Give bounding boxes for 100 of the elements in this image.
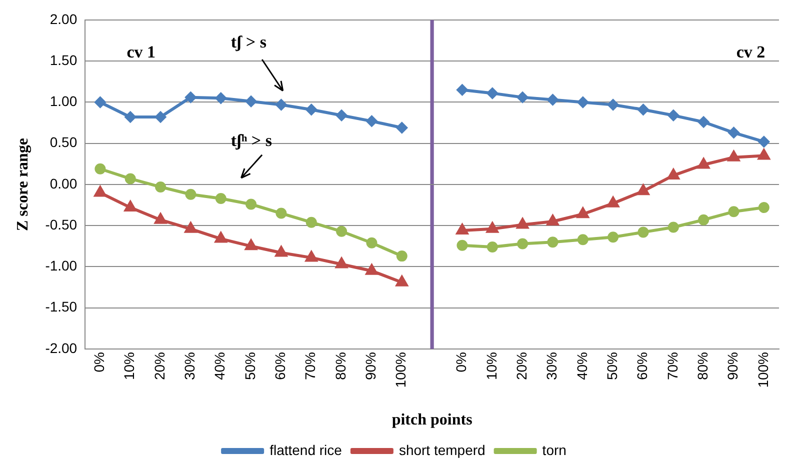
point xyxy=(607,196,619,208)
y-tick-label: -1.50 xyxy=(45,298,78,315)
annotation: tʃʰ > s xyxy=(230,131,272,150)
x-tick-label: 30% xyxy=(544,352,560,380)
x-tick-label: 0% xyxy=(453,352,470,372)
y-tick-label: 0.00 xyxy=(50,175,78,192)
point xyxy=(608,99,619,110)
x-tick-label: 0% xyxy=(91,352,108,372)
x-axis-title: pitch points xyxy=(392,412,472,429)
point xyxy=(185,92,196,103)
legend-label: flattend rice xyxy=(270,442,342,458)
x-tick-label: 30% xyxy=(182,352,198,380)
x-tick-label: 70% xyxy=(302,352,318,380)
point xyxy=(336,226,348,237)
point xyxy=(668,222,679,233)
x-tick-label: 40% xyxy=(574,352,590,380)
x-tick-label: 50% xyxy=(604,352,620,380)
point xyxy=(306,251,318,262)
point xyxy=(486,88,498,99)
point xyxy=(336,110,348,121)
point xyxy=(94,96,106,108)
x-tick-label: 90% xyxy=(724,352,741,380)
point xyxy=(516,218,528,229)
x-tick-label: 90% xyxy=(362,352,379,380)
x-tick-label: 60% xyxy=(272,352,288,380)
point xyxy=(758,136,770,148)
point xyxy=(124,173,136,184)
legend-label: torn xyxy=(542,442,566,458)
point xyxy=(517,92,528,103)
x-tick-label: 60% xyxy=(634,352,650,380)
point xyxy=(668,110,679,121)
annotation: tʃ > s xyxy=(230,32,267,52)
point xyxy=(456,84,468,96)
point xyxy=(577,208,589,218)
x-tick-label: 10% xyxy=(121,352,138,380)
point xyxy=(154,213,166,224)
point xyxy=(155,181,166,192)
point xyxy=(184,222,197,233)
point xyxy=(94,186,106,197)
x-tick-label: 100% xyxy=(392,352,409,388)
point xyxy=(124,112,136,123)
point xyxy=(456,224,468,235)
x-tick-label: 100% xyxy=(754,352,771,388)
y-tick-label: 1.00 xyxy=(50,93,78,110)
point xyxy=(276,99,287,110)
x-tick-label: 20% xyxy=(151,352,168,380)
point xyxy=(728,150,740,162)
point xyxy=(215,232,227,243)
point xyxy=(94,163,106,174)
point xyxy=(246,198,257,210)
point xyxy=(336,258,348,268)
point xyxy=(396,122,408,134)
point xyxy=(517,238,528,250)
point xyxy=(306,216,317,228)
point xyxy=(185,188,196,200)
point xyxy=(698,214,710,226)
point xyxy=(547,236,558,248)
point xyxy=(577,96,588,108)
point xyxy=(275,246,288,257)
point xyxy=(547,94,558,106)
point xyxy=(366,116,378,127)
x-tick-label: 50% xyxy=(242,352,258,380)
y-axis-title: Z score range xyxy=(14,138,32,232)
x-tick-label: 70% xyxy=(664,352,680,380)
point xyxy=(245,240,257,250)
point xyxy=(577,234,588,246)
point xyxy=(758,202,770,214)
annotation: cv 1 xyxy=(126,42,156,62)
point xyxy=(698,158,710,169)
x-tick-label: 20% xyxy=(513,352,530,380)
point xyxy=(668,168,680,180)
point xyxy=(728,127,740,138)
point xyxy=(246,96,257,107)
point xyxy=(698,116,710,128)
y-tick-label: -0.50 xyxy=(45,216,78,232)
point xyxy=(456,240,468,251)
point xyxy=(124,201,136,212)
y-tick-label: 1.50 xyxy=(50,52,78,68)
y-tick-label: -1.00 xyxy=(45,258,78,274)
legend-label: short temperd xyxy=(398,442,486,458)
y-tick-label: 2.00 xyxy=(50,10,78,27)
x-tick-label: 80% xyxy=(694,352,710,380)
x-tick-label: 10% xyxy=(483,352,500,380)
point xyxy=(758,149,770,160)
point xyxy=(396,250,408,262)
point xyxy=(638,226,649,238)
point xyxy=(608,232,619,243)
point xyxy=(306,104,317,116)
point xyxy=(546,215,559,226)
point xyxy=(637,184,650,196)
y-tick-label: -2.00 xyxy=(45,340,78,356)
point xyxy=(155,112,166,123)
point xyxy=(486,222,498,233)
point xyxy=(276,208,287,219)
point xyxy=(638,104,649,116)
y-tick-label: 0.50 xyxy=(50,134,78,150)
point xyxy=(215,92,226,104)
point xyxy=(728,206,740,218)
point xyxy=(366,264,378,275)
point xyxy=(396,276,408,286)
